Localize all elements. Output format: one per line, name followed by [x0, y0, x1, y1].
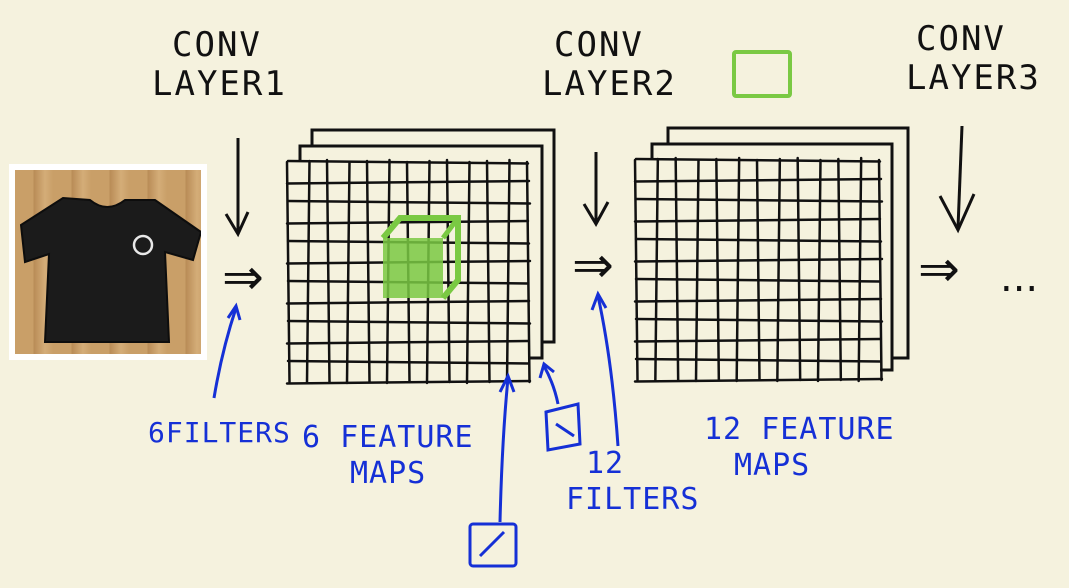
feature-map-grid-front-2	[633, 156, 884, 383]
label-conv-layer2-line2: LAYER2	[542, 64, 677, 105]
input-image-tshirt	[9, 164, 207, 360]
green-rectangle	[732, 50, 792, 98]
feature-map-stack-2	[633, 126, 910, 383]
label-12-feature-maps: 12 FEATURE MAPS	[704, 412, 895, 484]
shirt-logo-icon	[132, 234, 154, 256]
label-12-filters-line2: FILTERS	[566, 482, 700, 517]
label-conv-layer1-line1: CONV	[172, 25, 262, 65]
label-6-feature-maps-line2: MAPS	[350, 456, 427, 491]
down-arrow-layer3	[938, 125, 976, 234]
double-arrow-icon-2: ⇒	[572, 236, 614, 294]
pointer-arrow-maps1	[498, 372, 516, 523]
label-conv-layer3: CONV LAYER3	[906, 19, 1041, 99]
label-conv-layer3-line2: LAYER3	[906, 58, 1041, 99]
double-arrow-icon-3: ⇒	[918, 240, 960, 298]
filter-box-sketch-2	[544, 402, 582, 452]
down-arrow-layer2	[582, 152, 610, 228]
double-arrow-icon-1: ⇒	[222, 248, 264, 306]
label-12-filters-line1: 12	[586, 446, 625, 481]
green-highlight-patch	[380, 215, 461, 300]
label-conv-layer2-line1: CONV	[554, 25, 644, 65]
label-12-feature-maps-line1: 12 FEATURE	[704, 412, 895, 447]
pointer-arrow-6filters	[212, 302, 242, 399]
filter-box-sketch-1	[468, 522, 518, 568]
label-6-feature-maps-line1: 6 FEATURE	[302, 420, 474, 455]
continuation-dots: ...	[1000, 255, 1039, 301]
pointer-arrow-filter-box	[538, 361, 560, 405]
tshirt-photo-icon	[19, 196, 201, 343]
label-6-feature-maps: 6 FEATURE MAPS	[302, 420, 474, 492]
label-conv-layer1-line2: LAYER1	[152, 64, 287, 105]
label-12-feature-maps-line2: MAPS	[734, 448, 811, 483]
label-conv-layer1: CONV LAYER1	[152, 25, 287, 105]
label-6-filters: 6FILTERS	[148, 416, 291, 449]
label-conv-layer2: CONV LAYER2	[542, 25, 677, 105]
pointer-arrow-12filters	[590, 290, 620, 447]
label-12-filters: 12 FILTERS	[566, 446, 699, 518]
label-conv-layer3-line1: CONV	[916, 19, 1006, 59]
down-arrow-layer1	[224, 138, 250, 238]
